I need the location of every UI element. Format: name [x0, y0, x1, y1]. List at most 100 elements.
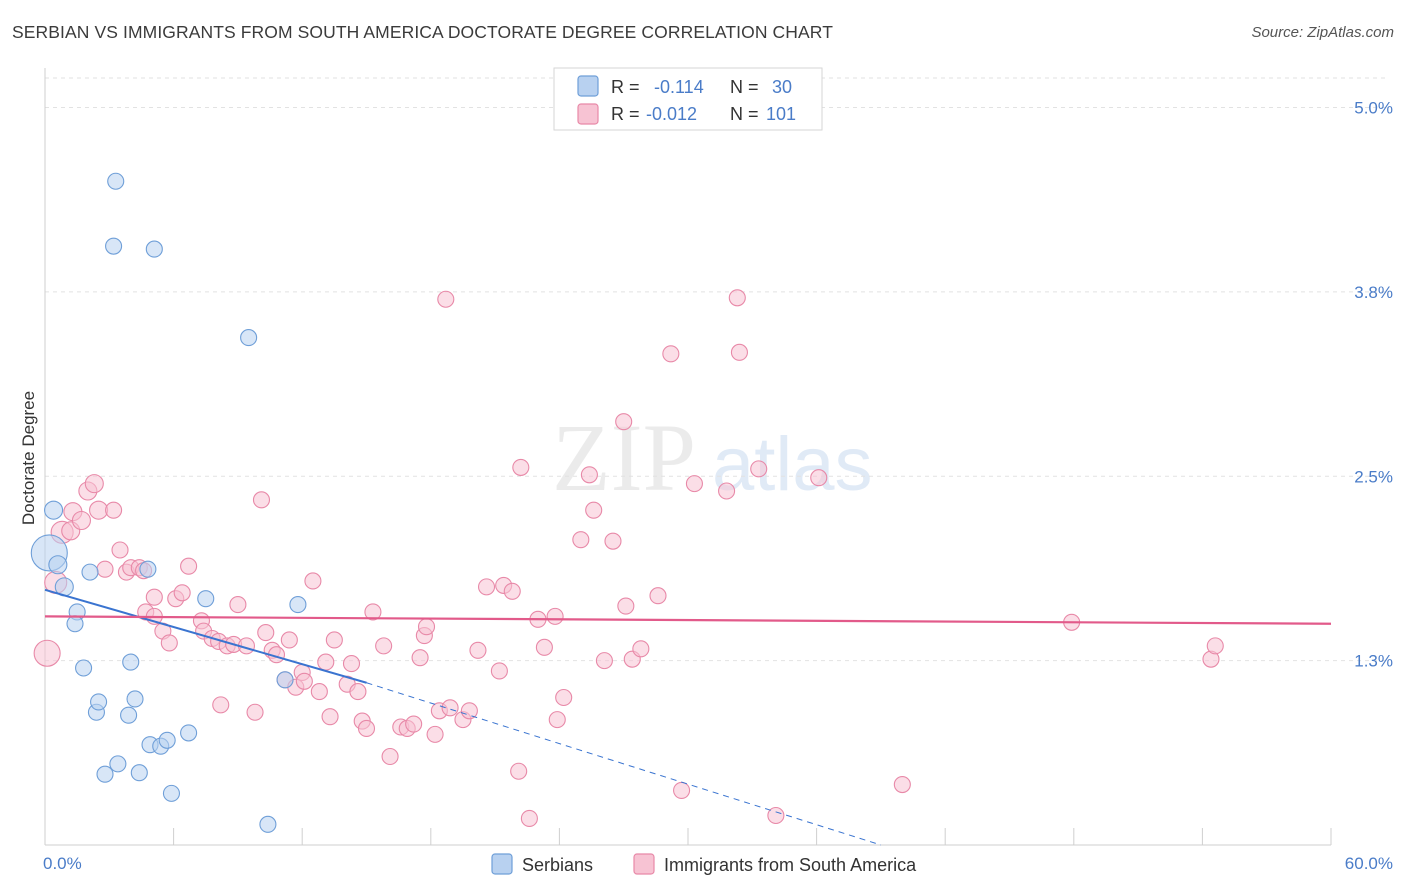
stats-n-label: N =	[730, 77, 759, 97]
stats-n-value: 101	[766, 104, 796, 124]
immigrants-point	[512, 458, 530, 476]
serbians-point	[145, 240, 163, 258]
serbians-point	[120, 706, 138, 724]
x-tick-label: 60.0%	[1345, 854, 1393, 873]
serbians-point	[139, 560, 157, 578]
serbians-point	[81, 563, 99, 581]
serbians-point	[96, 765, 114, 783]
serbians-point	[107, 172, 125, 190]
immigrants-point	[310, 683, 328, 701]
immigrants-point	[546, 607, 564, 625]
immigrants-point	[321, 708, 339, 726]
serbians-point	[180, 724, 198, 742]
immigrants-point	[173, 584, 191, 602]
immigrants-point	[257, 624, 275, 642]
immigrants-point	[548, 711, 566, 729]
immigrants-trend-line	[44, 615, 1332, 625]
serbians-point	[48, 555, 68, 575]
immigrants-point	[520, 809, 538, 828]
immigrants-point	[649, 587, 667, 605]
immigrants-point	[662, 345, 680, 363]
stats-r-label: R =	[611, 104, 640, 124]
immigrants-point	[460, 702, 478, 720]
immigrants-point	[510, 762, 528, 780]
serbians-point	[289, 596, 307, 614]
series-legend: Serbians Immigrants from South America	[491, 853, 917, 875]
serbians-point	[240, 329, 258, 347]
immigrants-point	[212, 696, 230, 714]
axes: 1.3% 2.5% 3.8% 5.0% 0.0% 60.0%	[43, 68, 1393, 873]
immigrants-point	[750, 460, 768, 478]
y-tick-label: 5.0%	[1354, 99, 1393, 118]
watermark-atlas: atlas	[712, 422, 873, 507]
immigrants-point	[490, 662, 508, 680]
serbians-point	[130, 764, 148, 782]
immigrants-point	[111, 541, 129, 559]
serbians-point	[66, 615, 84, 633]
stats-n-value: 30	[772, 77, 792, 97]
immigrants-point	[105, 501, 123, 519]
trend-lines	[44, 588, 1332, 846]
immigrants-point	[364, 603, 382, 621]
immigrants-point	[441, 699, 459, 717]
immigrants-point	[357, 719, 376, 738]
immigrants-point	[685, 475, 703, 493]
legend-swatch-immigrants[interactable]	[633, 853, 655, 875]
immigrants-point	[437, 290, 455, 308]
stats-legend: R = -0.114 N = 30 R = -0.012 N = 101	[553, 67, 823, 131]
immigrants-point	[615, 413, 633, 431]
immigrants-point	[469, 641, 487, 659]
immigrants-point	[555, 688, 573, 707]
immigrants-point	[246, 703, 264, 721]
immigrants-point	[893, 775, 911, 794]
legend-label-serbians[interactable]: Serbians	[522, 855, 593, 875]
grid	[45, 77, 1386, 662]
immigrants-point	[71, 510, 91, 531]
serbians-point	[90, 693, 108, 711]
y-tick-label: 2.5%	[1354, 467, 1393, 486]
immigrants-point	[1206, 637, 1224, 655]
serbians-point	[126, 690, 144, 708]
serbians-point	[158, 731, 176, 749]
immigrants-point	[229, 596, 247, 614]
immigrants-point	[728, 289, 746, 307]
stats-swatch-immigrants	[577, 103, 599, 125]
stats-r-label: R =	[611, 77, 640, 97]
serbians-point	[197, 590, 215, 608]
immigrants-point	[317, 653, 335, 671]
immigrants-point	[417, 618, 436, 636]
immigrants-point	[84, 474, 104, 494]
y-tick-label: 1.3%	[1354, 652, 1393, 671]
immigrants-point	[180, 557, 198, 575]
serbians-point	[259, 815, 277, 833]
immigrants-point	[405, 715, 423, 733]
immigrants-point	[89, 500, 109, 520]
immigrants-point	[160, 634, 178, 652]
immigrants-point	[145, 588, 163, 606]
serbians-point	[109, 755, 127, 773]
serbians-point	[105, 237, 123, 255]
immigrants-point	[810, 469, 828, 487]
chart-title: SERBIAN VS IMMIGRANTS FROM SOUTH AMERICA…	[12, 22, 834, 42]
stats-r-value: -0.012	[646, 104, 697, 124]
immigrants-point	[295, 672, 313, 690]
legend-label-immigrants[interactable]: Immigrants from South America	[664, 855, 917, 875]
immigrants-point	[33, 639, 61, 667]
legend-swatch-serbians[interactable]	[491, 853, 513, 875]
serbians-point	[75, 659, 93, 677]
source-label: Source: ZipAtlas.com	[1251, 24, 1394, 41]
serbians-point	[162, 784, 181, 802]
immigrants-point	[280, 631, 298, 649]
stats-swatch-serbians	[577, 75, 599, 97]
immigrants-point	[411, 649, 429, 667]
immigrants-point	[632, 640, 650, 658]
immigrants-point	[604, 532, 622, 550]
immigrants-point	[325, 631, 343, 649]
immigrants-point	[477, 578, 496, 596]
serbians-point	[122, 653, 140, 671]
immigrants-point	[503, 582, 521, 600]
immigrants-point	[349, 683, 367, 701]
y-tick-label: 3.8%	[1354, 283, 1393, 302]
immigrants-point	[304, 572, 322, 590]
